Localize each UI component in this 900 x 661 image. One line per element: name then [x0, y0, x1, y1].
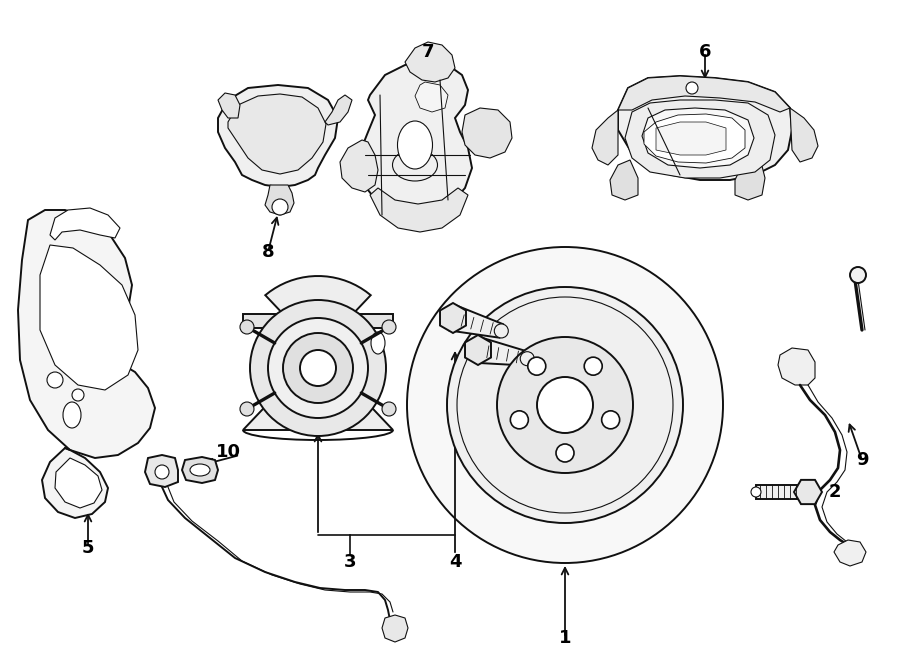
Polygon shape [415, 82, 448, 112]
Polygon shape [610, 160, 638, 200]
Polygon shape [182, 457, 218, 483]
Text: 9: 9 [856, 451, 868, 469]
Circle shape [268, 318, 368, 418]
Circle shape [382, 320, 396, 334]
Circle shape [686, 82, 698, 94]
Text: 8: 8 [262, 243, 274, 261]
Polygon shape [440, 303, 466, 333]
Circle shape [72, 389, 84, 401]
Polygon shape [592, 110, 618, 165]
Polygon shape [360, 62, 472, 218]
Polygon shape [450, 305, 503, 338]
Polygon shape [370, 188, 468, 232]
Circle shape [457, 297, 673, 513]
Polygon shape [218, 85, 338, 187]
Polygon shape [476, 337, 528, 366]
Circle shape [497, 337, 633, 473]
Polygon shape [618, 76, 792, 180]
Polygon shape [228, 94, 326, 174]
Polygon shape [405, 42, 455, 82]
Circle shape [47, 372, 63, 388]
Polygon shape [145, 455, 178, 487]
Polygon shape [243, 276, 393, 430]
Text: 6: 6 [698, 43, 711, 61]
Polygon shape [834, 540, 866, 566]
Circle shape [250, 300, 386, 436]
Polygon shape [462, 108, 512, 158]
Text: 1: 1 [559, 629, 572, 647]
Polygon shape [18, 210, 155, 458]
Text: 2: 2 [829, 483, 842, 501]
Polygon shape [340, 140, 378, 192]
Text: 5: 5 [82, 539, 94, 557]
Ellipse shape [392, 149, 437, 181]
Text: 10: 10 [215, 443, 240, 461]
Polygon shape [644, 114, 745, 163]
Polygon shape [40, 245, 138, 390]
Circle shape [272, 199, 288, 215]
Text: 3: 3 [344, 553, 356, 571]
Polygon shape [265, 185, 294, 215]
Circle shape [155, 465, 169, 479]
Ellipse shape [371, 332, 385, 354]
Circle shape [240, 402, 254, 416]
Circle shape [300, 350, 336, 386]
Circle shape [584, 357, 602, 375]
Circle shape [751, 487, 761, 497]
Polygon shape [243, 314, 393, 328]
Polygon shape [325, 95, 352, 125]
Circle shape [520, 352, 535, 366]
Polygon shape [42, 448, 108, 518]
Circle shape [510, 411, 528, 429]
Polygon shape [618, 76, 790, 112]
Text: 7: 7 [422, 43, 434, 61]
Circle shape [556, 444, 574, 462]
Ellipse shape [63, 402, 81, 428]
Polygon shape [642, 108, 754, 168]
Circle shape [602, 411, 620, 429]
Polygon shape [55, 458, 102, 508]
Ellipse shape [398, 121, 433, 169]
Circle shape [240, 320, 254, 334]
Text: 4: 4 [449, 553, 461, 571]
Polygon shape [656, 122, 726, 155]
Polygon shape [465, 335, 491, 365]
Polygon shape [50, 208, 120, 240]
Circle shape [537, 377, 593, 433]
Ellipse shape [190, 464, 210, 476]
Circle shape [407, 247, 723, 563]
Circle shape [447, 287, 683, 523]
Polygon shape [218, 93, 240, 118]
Polygon shape [778, 348, 815, 385]
Circle shape [850, 267, 866, 283]
Polygon shape [756, 485, 808, 499]
Circle shape [382, 402, 396, 416]
Polygon shape [625, 100, 775, 178]
Polygon shape [735, 158, 765, 200]
Circle shape [283, 333, 353, 403]
Polygon shape [790, 108, 818, 162]
Circle shape [494, 324, 508, 338]
Polygon shape [794, 480, 822, 504]
Polygon shape [382, 615, 408, 642]
Circle shape [527, 357, 545, 375]
